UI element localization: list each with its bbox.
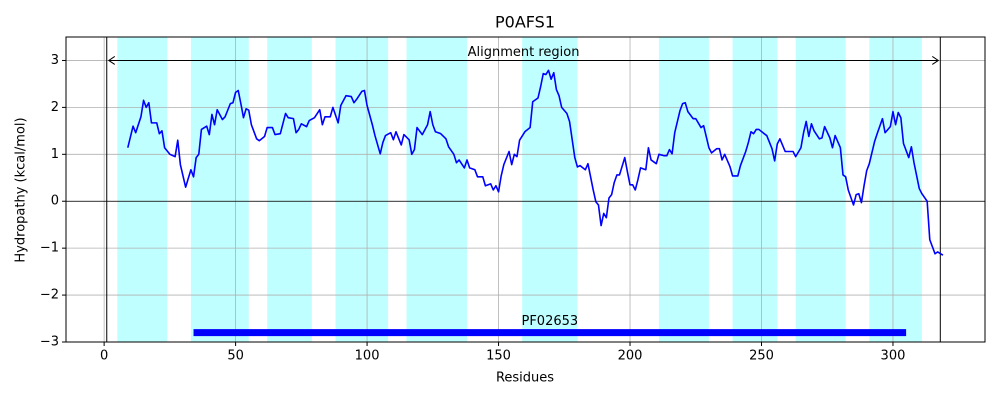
domain-bar bbox=[193, 329, 907, 337]
y-axis-label: Hydropathy (kcal/mol) bbox=[14, 117, 29, 262]
annotation: Alignment region bbox=[468, 45, 580, 60]
y-tick-label: −1 bbox=[40, 241, 59, 256]
shaded-span bbox=[522, 37, 578, 342]
x-tick-label: 150 bbox=[486, 349, 511, 364]
y-tick-label: 3 bbox=[51, 53, 59, 68]
arrow-head bbox=[932, 56, 940, 65]
x-tick-label: 0 bbox=[100, 349, 108, 364]
x-tick-label: 300 bbox=[881, 349, 906, 364]
shaded-span bbox=[190, 37, 249, 342]
y-tick-label: 2 bbox=[51, 100, 59, 115]
shaded-span bbox=[267, 37, 312, 342]
shaded-span bbox=[658, 37, 709, 342]
x-tick-label: 100 bbox=[355, 349, 380, 364]
y-tick-label: −2 bbox=[40, 288, 59, 303]
shaded-span bbox=[869, 37, 922, 342]
x-tick-label: 250 bbox=[749, 349, 774, 364]
arrow-head bbox=[107, 56, 116, 65]
chart-title: P0AFS1 bbox=[495, 13, 555, 32]
hydropathy-line bbox=[127, 69, 944, 256]
shaded-span bbox=[335, 37, 389, 342]
shaded-span bbox=[795, 37, 846, 342]
y-tick-label: 1 bbox=[51, 147, 59, 162]
plot-frame bbox=[65, 36, 986, 343]
y-tick-label: −3 bbox=[40, 335, 59, 350]
x-tick-label: 200 bbox=[618, 349, 643, 364]
x-axis-label: Residues bbox=[496, 371, 554, 386]
shaded-span bbox=[406, 37, 467, 342]
shaded-span bbox=[117, 37, 168, 342]
y-tick-label: 0 bbox=[51, 194, 59, 209]
x-tick-label: 50 bbox=[227, 349, 244, 364]
shaded-span bbox=[732, 37, 778, 342]
domain-label: PF02653 bbox=[521, 314, 578, 329]
